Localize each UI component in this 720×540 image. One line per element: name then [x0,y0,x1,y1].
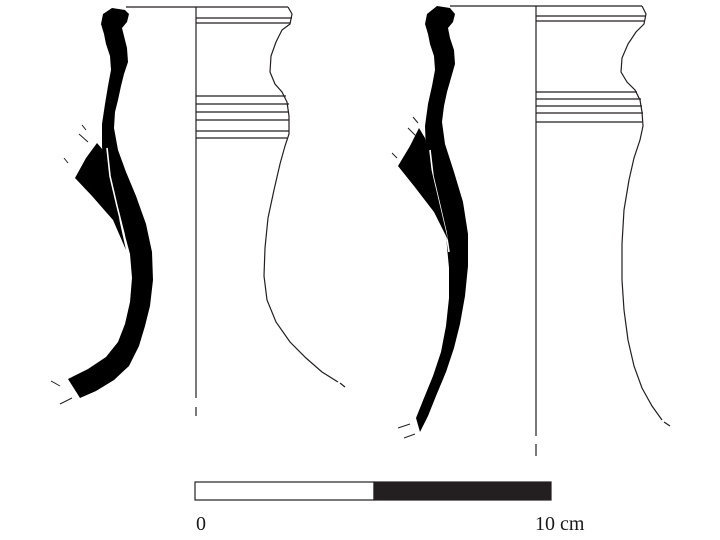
vessel-right-handle-wedge [398,128,448,240]
vessel-left-handle-wedge [75,143,126,250]
vessel-left [50,6,346,416]
vessel-right-break-marks [391,116,419,439]
vessel-right-section-profile [416,6,468,432]
scale-bar-label-start: 0 [196,513,206,535]
vessel-left-section-profile [68,8,153,398]
scale-bar-light-segment [194,481,375,501]
vessel-right-rib-lines [536,15,646,123]
vessel-left-break-marks [50,124,89,405]
scale-bar-label-end: 10 cm [535,513,585,535]
scale-bar-dark-segment [373,481,552,501]
vessel-left-exterior-outline [263,6,339,383]
vessel-left-profile-inner-line [106,147,129,259]
vessel-right [391,5,671,456]
vessel-left-rib-lines [196,17,292,139]
scale-bar [194,481,552,501]
vessel-right-exterior-outline [620,5,663,421]
